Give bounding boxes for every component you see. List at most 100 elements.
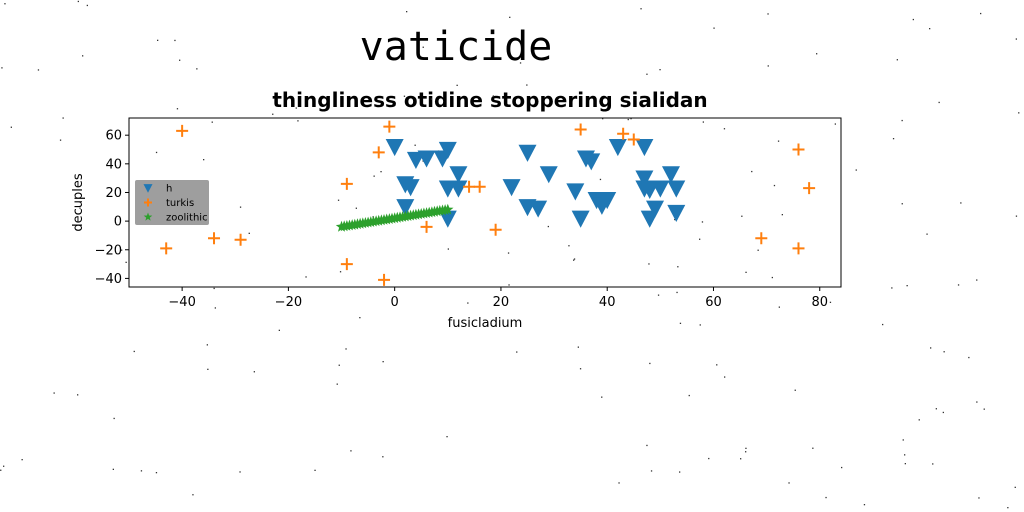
background-dot: [86, 4, 88, 7]
data-point: [661, 166, 680, 184]
data-point: [176, 124, 189, 137]
background-dot: [526, 84, 528, 86]
background-dot: [359, 317, 361, 319]
data-point: [396, 199, 415, 217]
background-dot: [716, 364, 718, 366]
background-dot: [422, 46, 424, 48]
background-dot: [968, 356, 970, 359]
data-point: [489, 223, 502, 236]
background-dot: [350, 450, 352, 452]
background-dot: [62, 117, 64, 119]
data-point: [463, 180, 476, 193]
background-dot: [773, 184, 776, 187]
data-point: [803, 182, 816, 195]
background-dot: [519, 62, 522, 64]
background-dot: [781, 214, 783, 216]
background-dot: [841, 466, 843, 469]
data-point: [571, 210, 590, 228]
background-dot: [336, 383, 338, 385]
data-point: [208, 232, 221, 245]
background-dot: [192, 494, 194, 496]
background-dot: [960, 202, 962, 204]
background-dot: [121, 249, 123, 251]
legend-marker: [143, 184, 153, 193]
background-dot: [649, 362, 651, 365]
background-dot: [113, 417, 115, 420]
data-point: [566, 183, 585, 201]
background-dot: [935, 408, 937, 410]
background-dot: [702, 121, 704, 123]
background-dot: [239, 206, 242, 208]
background-dot: [140, 470, 143, 472]
background-dot: [213, 287, 215, 290]
data-point: [385, 138, 404, 157]
data-point: [340, 258, 353, 271]
background-dot: [176, 108, 179, 110]
background-dot: [568, 245, 570, 247]
background-dot: [627, 118, 629, 121]
legend-box: [135, 180, 209, 225]
x-tick-label: −20: [275, 295, 302, 310]
background-dot: [155, 472, 158, 474]
background-dot: [0, 469, 2, 471]
background-dot: [745, 447, 747, 449]
background-dot: [133, 350, 135, 353]
background-dot: [708, 457, 710, 460]
x-tick-label: 80: [811, 295, 828, 310]
legend-entry-label: h: [166, 184, 172, 195]
background-dot: [345, 348, 347, 350]
background-dot: [456, 84, 458, 86]
legend-marker: [144, 198, 152, 207]
background-dot: [430, 98, 432, 100]
background-dot: [295, 107, 297, 109]
background-dot: [863, 504, 866, 506]
background-dot: [855, 169, 857, 171]
background-dot: [918, 419, 920, 421]
background-dot: [723, 128, 726, 130]
background-dot: [314, 469, 316, 471]
background-dot: [646, 444, 648, 447]
data-point: [372, 146, 385, 159]
background-dot: [77, 394, 79, 396]
background-dot: [10, 126, 12, 128]
background-dot: [630, 118, 632, 120]
legend-entry-label: zoolithic: [166, 213, 208, 224]
background-dot: [812, 447, 814, 449]
background-dot: [3, 465, 5, 467]
background-dot: [640, 8, 642, 10]
background-dot: [778, 306, 780, 308]
y-tick-label: 40: [105, 157, 122, 172]
x-tick-label: 60: [705, 295, 722, 310]
background-dot: [745, 451, 747, 453]
background-dot: [373, 175, 375, 177]
background-dot: [825, 496, 827, 499]
data-point: [449, 180, 468, 198]
background-dot: [745, 271, 747, 273]
background-dot: [976, 279, 978, 281]
background-dot: [932, 463, 934, 465]
background-dot: [767, 65, 769, 67]
data-point: [574, 123, 587, 136]
background-dot: [355, 207, 357, 209]
background-dot: [767, 13, 769, 15]
background-dot: [646, 73, 648, 75]
background-dot: [788, 482, 790, 484]
data-point: [667, 204, 686, 222]
background-dot: [701, 221, 704, 223]
background-dot: [155, 151, 158, 154]
background-dot: [901, 119, 903, 122]
data-point: [420, 220, 433, 233]
y-tick-label: 0: [114, 215, 122, 230]
background-dot: [1015, 38, 1017, 40]
background-dot: [272, 113, 274, 115]
background-dot: [930, 347, 932, 349]
background-dot: [207, 368, 209, 370]
background-dot: [740, 458, 742, 460]
background-dot: [751, 170, 753, 173]
background-dot: [688, 394, 690, 397]
data-point: [635, 138, 654, 157]
background-dot: [699, 324, 701, 326]
data-point: [438, 141, 457, 159]
background-dot: [901, 203, 903, 205]
background-dot: [382, 361, 384, 363]
